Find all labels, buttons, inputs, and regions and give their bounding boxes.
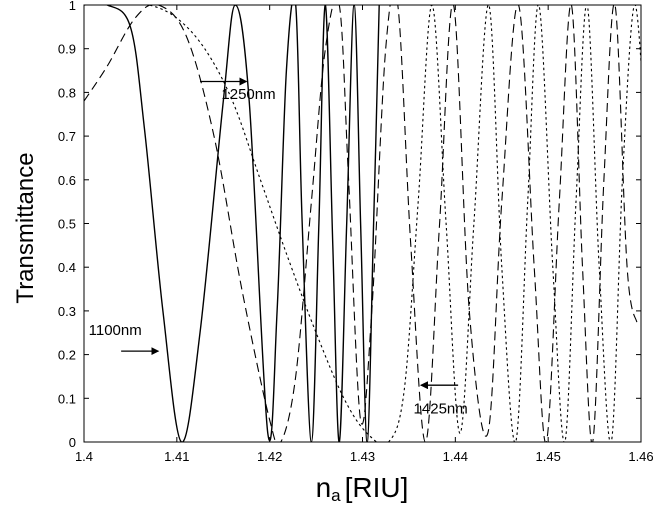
annotation-label: 1100nm xyxy=(89,322,142,339)
y-tick-label: 0.1 xyxy=(58,391,76,406)
x-tick-label: 1.4 xyxy=(75,449,93,464)
annotation-layer: 1250nm 1100nm 1425nm xyxy=(89,77,468,418)
y-axis-ticks: 0 0.1 0.2 0.3 0.4 0.5 0.6 0.7 0.8 0.9 1 xyxy=(58,0,641,450)
x-axis-title: na [RIU] xyxy=(316,472,409,505)
x-tick-label: 1.41 xyxy=(164,449,189,464)
annotation-label: 1250nm xyxy=(221,86,275,103)
y-tick-label: 1 xyxy=(69,0,76,13)
y-tick-label: 0.8 xyxy=(58,85,76,100)
series-line-dashed xyxy=(84,5,638,442)
y-tick-label: 0.3 xyxy=(58,304,76,319)
y-tick-label: 0.2 xyxy=(58,348,76,363)
series-line-solid xyxy=(84,5,380,442)
x-axis-title-sub: a xyxy=(331,486,341,505)
y-tick-label: 0.6 xyxy=(58,173,76,188)
annotation-label: 1425nm xyxy=(414,401,468,418)
x-axis-title-main: n xyxy=(316,472,332,503)
y-tick-label: 0.7 xyxy=(58,129,76,144)
y-tick-label: 0.5 xyxy=(58,217,76,232)
x-tick-label: 1.42 xyxy=(257,449,282,464)
series-layer xyxy=(84,5,641,442)
y-axis-title: Transmittance xyxy=(12,152,39,303)
y-tick-label: 0.4 xyxy=(58,260,76,275)
x-tick-label: 1.44 xyxy=(443,449,468,464)
x-axis-title-unit: [RIU] xyxy=(345,472,409,503)
y-tick-label: 0.9 xyxy=(58,42,76,57)
y-tick-label: 0 xyxy=(69,435,76,450)
x-tick-label: 1.46 xyxy=(628,449,653,464)
plot-area xyxy=(83,4,642,443)
x-tick-label: 1.43 xyxy=(350,449,375,464)
x-tick-label: 1.45 xyxy=(536,449,561,464)
x-axis-ticks: 1.4 1.41 1.42 1.43 1.44 1.45 1.46 xyxy=(75,5,654,464)
